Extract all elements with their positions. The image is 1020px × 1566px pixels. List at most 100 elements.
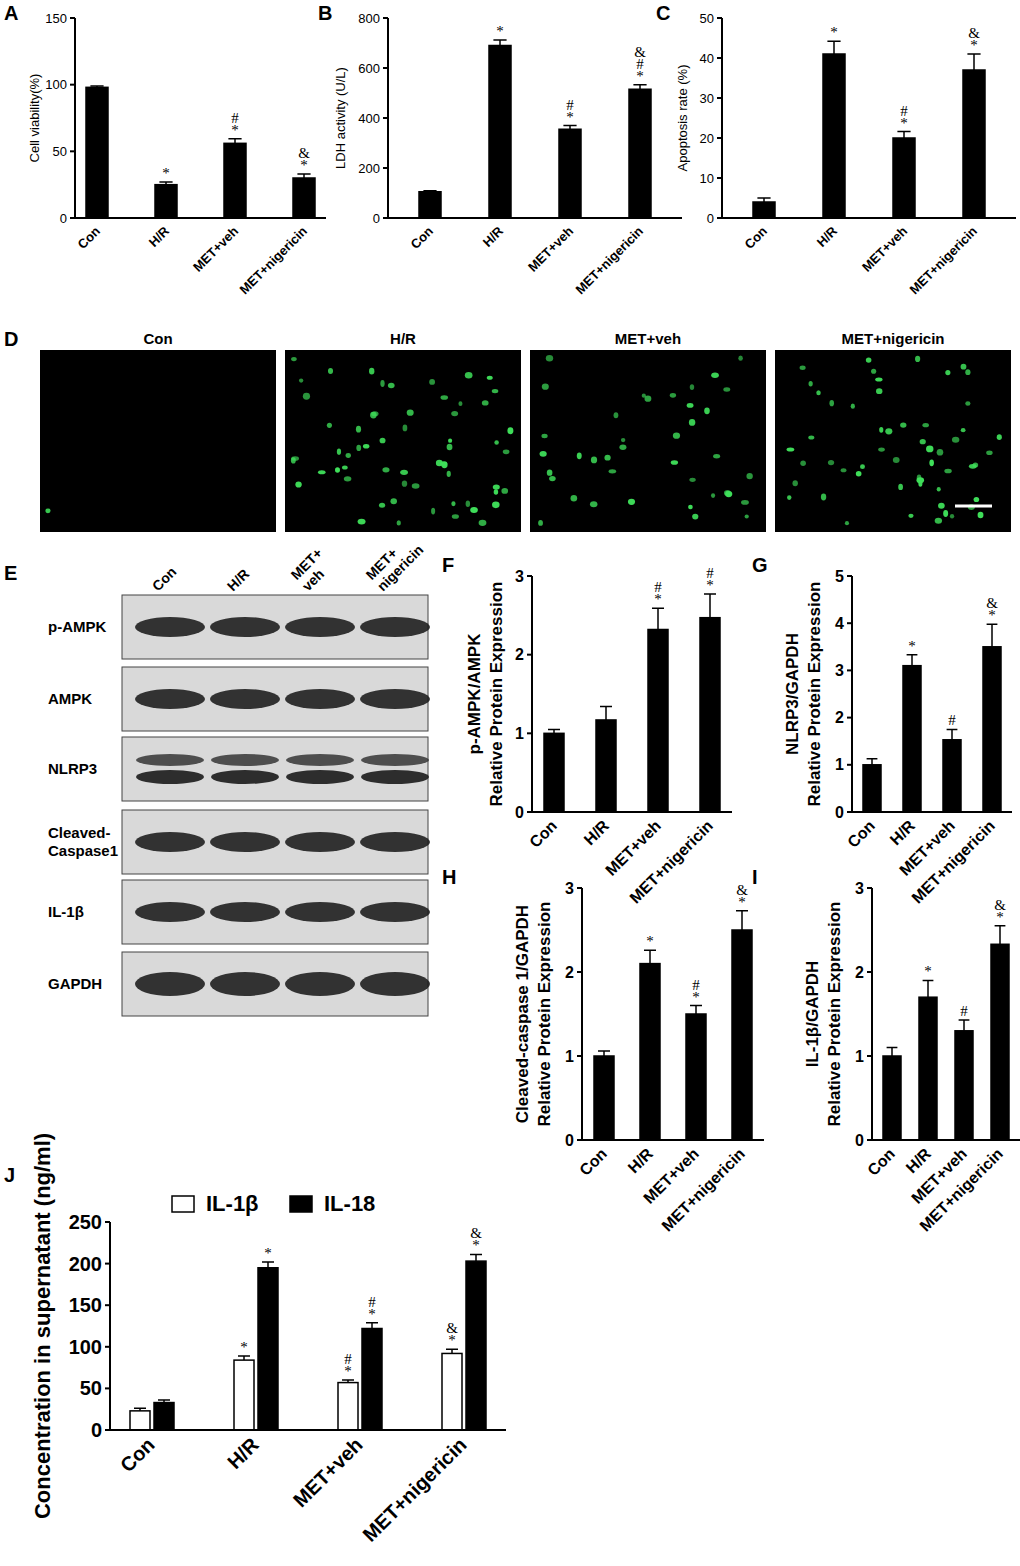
stained-nucleus	[738, 356, 743, 361]
stained-nucleus	[952, 437, 959, 443]
significance-mark: *	[908, 638, 916, 654]
y-tick	[577, 971, 582, 973]
band	[285, 972, 355, 996]
error-bar	[652, 608, 664, 629]
bar	[130, 1411, 150, 1430]
category-label: MET+veh	[859, 223, 910, 274]
bar	[86, 87, 108, 218]
bar	[466, 1261, 486, 1430]
y-tick	[577, 1055, 582, 1057]
category-label: H/R	[223, 1433, 263, 1473]
bar	[943, 740, 961, 812]
band	[211, 770, 279, 784]
band	[286, 770, 354, 784]
lane-label: Con	[149, 564, 180, 595]
legend-swatch	[290, 1196, 312, 1212]
y-tick	[527, 732, 532, 734]
stained-nucleus	[388, 383, 395, 389]
y-axis	[531, 576, 533, 812]
stained-nucleus	[436, 460, 443, 467]
category-label: MET+nigericin	[626, 817, 716, 907]
stained-nucleus	[487, 376, 493, 380]
stained-nucleus	[673, 433, 680, 439]
stained-nucleus	[356, 445, 361, 451]
bar	[442, 1353, 462, 1430]
y-tick-label: 20	[700, 131, 714, 146]
error-bar	[887, 1048, 898, 1056]
stained-nucleus	[407, 410, 414, 416]
stained-nucleus	[604, 455, 610, 461]
y-tick-label: 100	[69, 1336, 102, 1358]
band	[210, 972, 280, 996]
bar	[700, 618, 720, 812]
stained-nucleus	[299, 378, 303, 382]
stained-nucleus	[337, 449, 341, 455]
y-tick	[105, 1387, 110, 1389]
y-tick	[577, 887, 582, 889]
stained-nucleus	[379, 503, 385, 508]
stained-nucleus	[571, 495, 578, 501]
y-tick-label: 100	[45, 77, 67, 92]
stained-nucleus	[577, 452, 582, 459]
stained-nucleus	[935, 518, 942, 524]
stained-nucleus	[920, 439, 926, 444]
error-bar	[757, 198, 770, 202]
stained-nucleus	[380, 380, 384, 387]
error-bar	[704, 594, 716, 618]
y-tick	[717, 177, 722, 179]
stained-nucleus	[400, 470, 408, 475]
band	[360, 902, 430, 922]
stained-nucleus	[876, 388, 882, 394]
y-tick-label: 0	[855, 1132, 864, 1149]
panel-letter: G	[752, 554, 768, 576]
stained-nucleus	[670, 393, 676, 398]
significance-mark: *	[646, 933, 654, 949]
error-bar	[736, 911, 748, 930]
stained-nucleus	[358, 519, 366, 525]
stained-nucleus	[808, 435, 814, 439]
y-tick-label: 40	[700, 51, 714, 66]
error-bar	[470, 1254, 482, 1261]
stained-nucleus	[929, 459, 934, 466]
y-tick	[717, 217, 722, 219]
category-label: MET+nigericin	[358, 1433, 471, 1546]
bar	[544, 733, 564, 812]
y-tick	[847, 764, 852, 766]
error-bar	[228, 139, 241, 144]
stained-nucleus	[671, 460, 678, 465]
significance-mark: *	[448, 1332, 456, 1348]
lane-label-line: H/R	[224, 566, 252, 594]
stained-nucleus	[690, 384, 694, 390]
stained-nucleus	[974, 497, 980, 502]
image-label: MET+veh	[615, 330, 681, 347]
y-axis-label: p-AMPK/AMPK	[465, 633, 484, 755]
y-tick-label: 1	[515, 725, 524, 742]
bar	[863, 765, 881, 812]
error-bar	[493, 40, 506, 46]
band	[360, 617, 430, 637]
marks	[544, 594, 720, 812]
category-label: Con	[75, 223, 104, 252]
annotations: #*#*	[654, 565, 714, 607]
significance-mark: *	[566, 109, 574, 125]
y-tick-label: 1	[855, 1048, 864, 1065]
y-tick-label: 4	[835, 615, 844, 632]
stained-nucleus	[689, 419, 695, 426]
marks	[419, 40, 651, 218]
annotations: *#&*	[908, 595, 998, 728]
band	[285, 617, 355, 637]
error-bar	[342, 1380, 354, 1382]
significance-mark: *	[692, 989, 700, 1005]
stained-nucleus	[800, 366, 806, 370]
significance-mark: *	[988, 607, 996, 623]
band	[285, 689, 355, 709]
bar	[753, 202, 775, 218]
stained-nucleus	[821, 494, 826, 501]
y-tick-label: 0	[565, 1132, 574, 1149]
bar	[224, 143, 246, 218]
y-tick-label: 1	[565, 1048, 574, 1065]
stained-nucleus	[965, 401, 970, 405]
image-label: Con	[143, 330, 172, 347]
annotations: *#*&*	[646, 882, 748, 1005]
stained-nucleus	[878, 447, 885, 451]
